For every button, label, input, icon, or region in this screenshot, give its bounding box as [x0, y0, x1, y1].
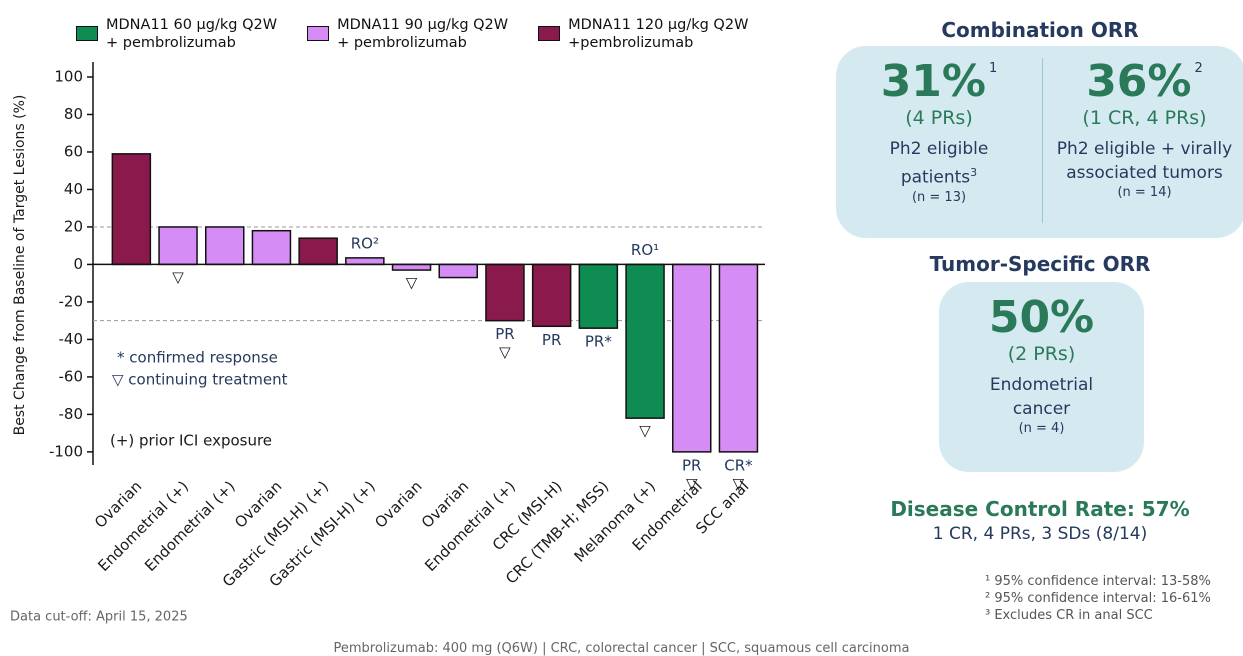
stat: 36% 2 (1 CR, 4 PRs) Ph2 eligible + virall…: [1043, 56, 1243, 200]
sup: 3: [970, 166, 978, 179]
sup: 2: [1194, 61, 1203, 76]
footnote: ² 95% confidence interval: 16-61%: [985, 591, 1211, 606]
n: (n = 13): [911, 189, 967, 205]
legend: MDNA11 60 µg/kg Q2W + pembrolizumab MDNA1…: [76, 16, 748, 52]
value: 50%: [988, 292, 1095, 343]
y-tick-label: 40: [64, 180, 83, 198]
y-axis-label: Best Change from Baseline of Target Lesi…: [12, 95, 28, 436]
note: ▽ continuing treatment: [112, 371, 288, 389]
chart: Best Change from Baseline of Target Lesi…: [10, 62, 765, 625]
bar-label: RO¹: [631, 241, 659, 259]
treatment-marker: ▽: [499, 343, 511, 361]
bar: [205, 226, 245, 266]
bar: [625, 263, 665, 419]
detail: (1 CR, 4 PRs): [1082, 107, 1207, 129]
legend-label: MDNA11 120 µg/kg Q2W +pembrolizumab: [568, 17, 749, 51]
legend-label: MDNA11 60 µg/kg Q2W + pembrolizumab: [106, 17, 278, 51]
n: (n = 14): [1117, 185, 1172, 200]
response-label: PR: [495, 325, 514, 343]
y-tick-label: -80: [59, 405, 84, 423]
footnotes: ¹ 95% confidence interval: 13-58% ² 95% …: [985, 573, 1211, 624]
response-label: PR: [542, 331, 561, 349]
legend-swatch: [307, 26, 330, 41]
combination-box: 31% 1 (4 PRs) Ph2 eligible patients3 (n =…: [836, 46, 1243, 238]
treatment-marker: ▽: [733, 474, 745, 492]
footnote: ¹ 95% confidence interval: 13-58%: [985, 574, 1211, 589]
legend-swatch: [538, 26, 561, 41]
legend-item: MDNA11 120 µg/kg Q2W +pembrolizumab: [538, 16, 748, 52]
bar: [672, 263, 712, 453]
heading: Disease Control Rate: 57%: [890, 497, 1190, 521]
footer: Pembrolizumab: 400 mg (Q6W) | CRC, color…: [333, 641, 910, 656]
y-tick-label: -20: [59, 292, 84, 310]
divider: [1042, 58, 1043, 223]
response-label: PR*: [585, 333, 612, 351]
treatment-marker: ▽: [639, 422, 651, 440]
y-tick-label: 100: [54, 67, 83, 85]
note: * confirmed response: [117, 349, 278, 367]
legend-swatch: [76, 26, 98, 41]
stat: 50% (2 PRs) Endometrial cancer (n = 4): [939, 292, 1144, 436]
y-tick-label: 80: [64, 105, 83, 123]
bar: [718, 263, 759, 453]
bar: [345, 257, 385, 266]
detail: (4 PRs): [905, 107, 973, 129]
bar: [578, 263, 619, 329]
bar: [251, 229, 292, 266]
y-tick-label: 20: [64, 217, 83, 235]
y-tick-label: -100: [49, 442, 83, 460]
footnote: ³ Excludes CR in anal SCC: [985, 608, 1153, 623]
treatment-marker: ▽: [172, 268, 184, 286]
stat: 31% 1 (4 PRs) Ph2 eligible patients3 (n =…: [836, 56, 1042, 205]
y-tick-label: 0: [73, 255, 83, 273]
heading: Combination ORR: [941, 18, 1139, 42]
note: (+) prior ICI exposure: [110, 432, 272, 450]
treatment-marker: ▽: [406, 274, 418, 292]
bar: [111, 153, 152, 266]
bar: [298, 237, 338, 266]
cutoff: Data cut-off: April 15, 2025: [10, 610, 188, 625]
desc: Ph2 eligible patients: [889, 139, 989, 188]
heading: Tumor-Specific ORR: [929, 252, 1151, 276]
response-label: CR*: [724, 456, 753, 474]
x-tick-label: Ovarian: [371, 477, 425, 531]
bar: [158, 226, 198, 266]
desc: Ph2 eligible + virally associated tumors: [1056, 139, 1233, 183]
legend-item: MDNA11 60 µg/kg Q2W + pembrolizumab: [76, 16, 277, 52]
value: 31%: [880, 56, 987, 107]
dcr-detail: 1 CR, 4 PRs, 3 SDs (8/14): [932, 524, 1148, 544]
n: (n = 4): [1018, 421, 1065, 436]
tumor-box: 50% (2 PRs) Endometrial cancer (n = 4): [939, 282, 1144, 472]
bar: [531, 263, 572, 328]
response-label: PR: [682, 456, 701, 474]
desc: Endometrial cancer: [989, 375, 1094, 419]
x-tick-label: Melanoma (+): [571, 477, 659, 565]
y-tick-label: -40: [59, 330, 84, 348]
value: 36%: [1086, 56, 1192, 107]
bar: [438, 263, 478, 279]
legend-item: MDNA11 90 µg/kg Q2W + pembrolizumab: [307, 16, 508, 52]
bar: [485, 263, 525, 322]
bar-label: RO²: [351, 234, 379, 252]
bar: [391, 263, 432, 271]
y-tick-label: -60: [59, 367, 84, 385]
detail: (2 PRs): [1007, 343, 1076, 365]
sup: 1: [989, 61, 998, 76]
y-tick-label: 60: [64, 142, 83, 160]
treatment-marker: ▽: [686, 474, 698, 492]
legend-label: MDNA11 90 µg/kg Q2W + pembrolizumab: [337, 17, 509, 51]
